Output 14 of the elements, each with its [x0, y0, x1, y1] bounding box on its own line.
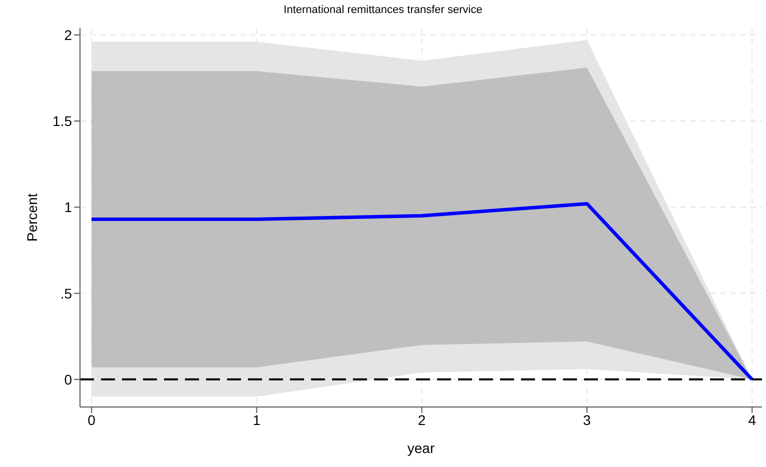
y-axis-title: Percent: [24, 193, 40, 242]
y-tick-label: .5: [60, 285, 72, 302]
x-axis-title: year: [407, 440, 435, 456]
x-tick-label: 2: [418, 412, 426, 428]
x-tick-label: 0: [88, 412, 96, 428]
line-series: [90, 202, 754, 382]
y-tick-label: 2: [64, 26, 72, 43]
y-tick-label: 1.5: [52, 112, 72, 129]
y-tick-label: 0: [64, 371, 72, 388]
y-tick-label: 1: [64, 199, 72, 216]
x-tick-label: 1: [252, 412, 261, 428]
x-tick-label: 4: [748, 412, 756, 428]
x-tick-label: 3: [583, 412, 592, 428]
chart-title: International remittances transfer service: [282, 4, 484, 16]
